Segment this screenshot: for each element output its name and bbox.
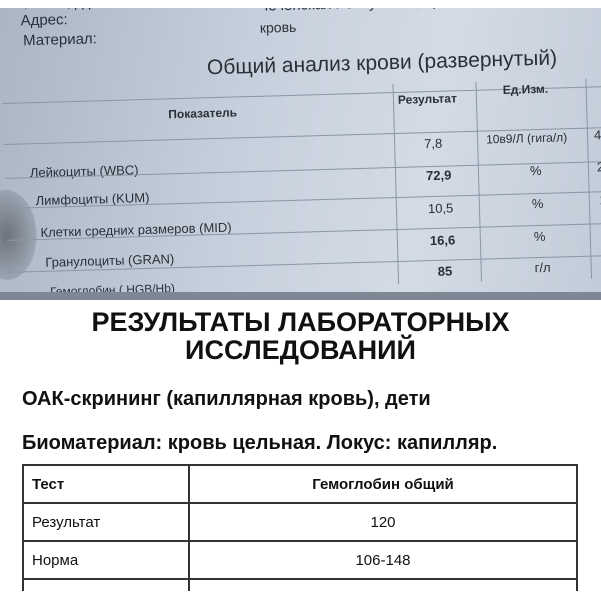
- row-result: 72,9: [425, 167, 452, 184]
- row-unit: г/л: [534, 259, 551, 276]
- row-result: 10,5: [427, 200, 454, 217]
- field-label-address: Адрес:: [20, 11, 68, 30]
- field-label-material: Материал:: [22, 30, 98, 50]
- finger-shadow: [0, 189, 38, 281]
- col-header-result: Результат: [397, 91, 458, 107]
- row-unit: %: [531, 195, 544, 212]
- row-unit: %: [533, 228, 546, 245]
- row-result: 16,6: [429, 232, 456, 249]
- col-header-indicator: Показатель: [168, 105, 238, 122]
- row-label: Результат: [22, 502, 190, 542]
- header-cell: Тест: [22, 464, 190, 504]
- table-row: Норма 106-148: [22, 540, 578, 580]
- row-result: 85: [437, 263, 453, 279]
- results-table: Тест Гемоглобин общий Результат 120 Норм…: [22, 464, 578, 591]
- biomaterial: Биоматериал: кровь цельная. Локус: капил…: [22, 432, 498, 454]
- row-unit: 10в9/Л (гига/л): [485, 130, 568, 147]
- row-ref: 4,: [593, 127, 601, 143]
- field-value-material: кровь: [259, 18, 297, 36]
- table-row-cut: [22, 578, 578, 591]
- header-cell: Гемоглобин общий: [188, 464, 578, 504]
- row-unit: %: [529, 162, 542, 179]
- report-title-line1: РЕЗУЛЬТАТЫ ЛАБОРАТОРНЫХ: [91, 307, 510, 337]
- photo-title: Общий анализ крови (развернутый): [206, 46, 558, 80]
- report-title-line2: ИССЛЕДОВАНИЙ: [185, 335, 416, 365]
- table-row: Результат 120: [22, 502, 578, 542]
- report-title: РЕЗУЛЬТАТЫ ЛАБОРАТОРНЫХ ИССЛЕДОВАНИЙ: [0, 308, 601, 364]
- row-label: Норма: [22, 540, 190, 580]
- test-name: ОАК-скрининг (капиллярная кровь), дети: [22, 388, 431, 410]
- row-value: 120: [188, 502, 578, 542]
- row-result: 7,8: [423, 135, 443, 152]
- col-header-unit: Ед.Изм.: [502, 81, 549, 97]
- lab-report-photo: Ф.И.О., д.р. Адрес: Чеченская Республика…: [0, 0, 601, 300]
- table-header-row: Тест Гемоглобин общий: [22, 464, 578, 504]
- row-ref: 2: [596, 159, 601, 175]
- row-value: 106-148: [188, 540, 578, 580]
